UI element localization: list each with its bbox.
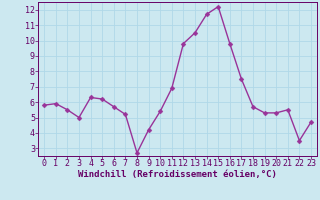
X-axis label: Windchill (Refroidissement éolien,°C): Windchill (Refroidissement éolien,°C) xyxy=(78,170,277,179)
